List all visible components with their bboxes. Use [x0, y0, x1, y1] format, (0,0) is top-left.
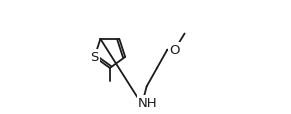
Text: O: O	[170, 44, 180, 57]
Text: NH: NH	[138, 96, 158, 109]
Text: S: S	[90, 51, 99, 64]
